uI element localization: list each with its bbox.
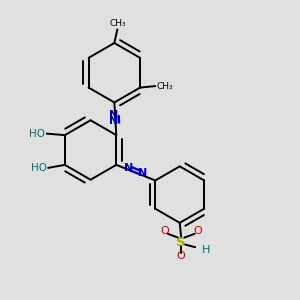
Text: S: S	[176, 236, 186, 249]
Text: HO: HO	[29, 129, 46, 139]
Text: O: O	[160, 226, 169, 236]
Text: N: N	[109, 110, 118, 120]
Text: HO: HO	[31, 163, 47, 173]
Text: N: N	[124, 163, 133, 173]
Text: H: H	[202, 244, 210, 255]
Text: O: O	[193, 226, 202, 236]
Text: CH₃: CH₃	[156, 82, 173, 91]
Text: CH₃: CH₃	[110, 19, 126, 28]
Text: O: O	[177, 250, 186, 260]
Text: N: N	[110, 116, 119, 126]
Text: N: N	[138, 168, 147, 178]
